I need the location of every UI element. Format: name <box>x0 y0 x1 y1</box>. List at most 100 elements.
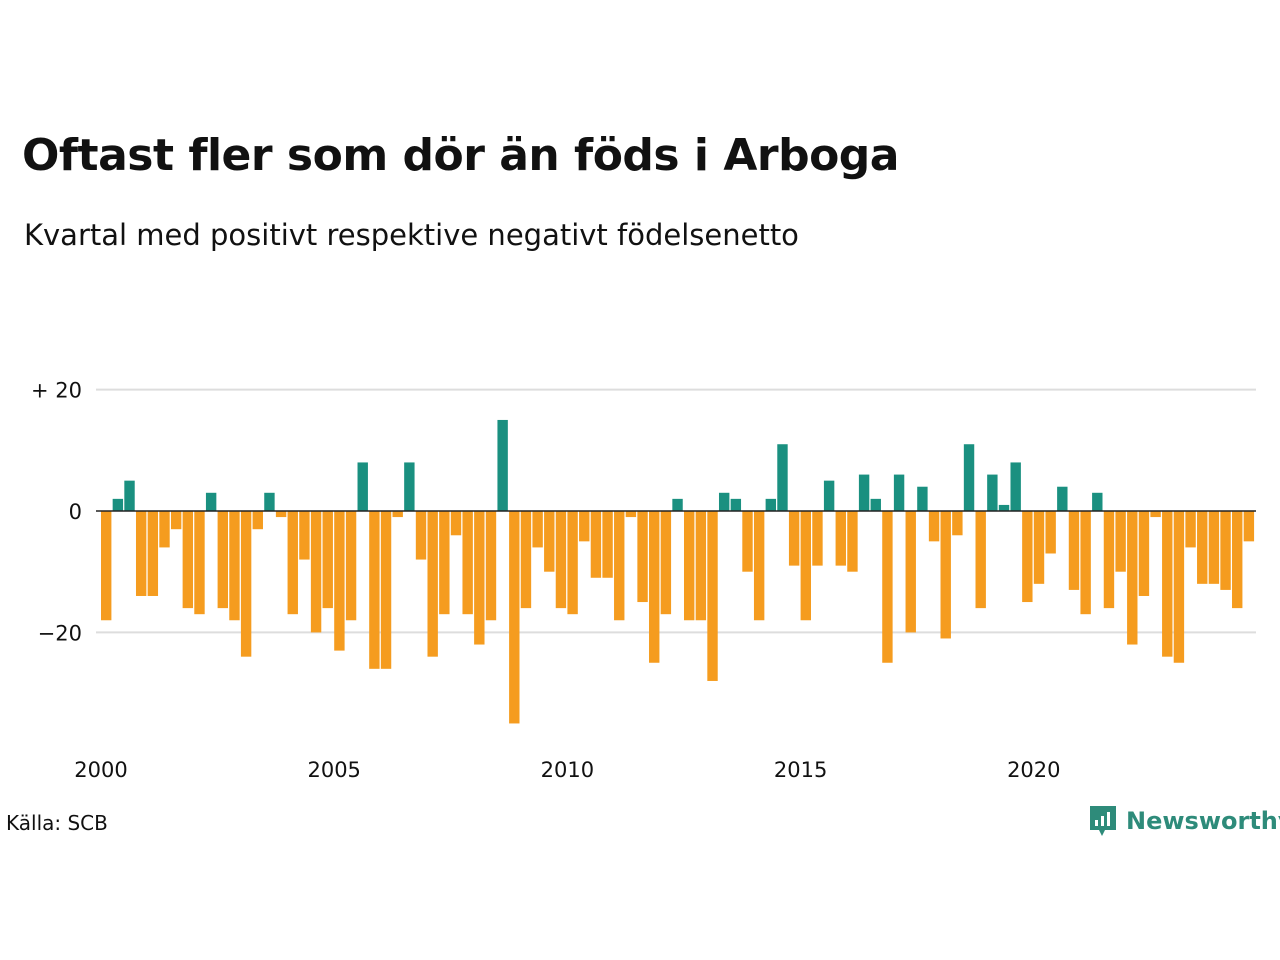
y-tick-labels: + 20 0 −20 <box>31 379 82 646</box>
bar-negative <box>1138 511 1150 596</box>
bar-positive <box>1010 462 1021 511</box>
bar-positive <box>112 498 124 511</box>
bar-negative <box>742 511 753 572</box>
bar-negative <box>1208 511 1220 584</box>
y-tick-label: 0 <box>69 500 82 524</box>
bar-negative <box>322 511 333 609</box>
bar-negative <box>159 511 170 548</box>
bars <box>101 419 1255 724</box>
bar-negative <box>567 511 578 615</box>
bar-negative <box>147 511 159 596</box>
bar-negative <box>544 511 555 572</box>
bar-negative <box>800 511 811 621</box>
bar-negative <box>555 511 567 609</box>
x-tick-label: 2020 <box>1007 758 1060 782</box>
bar-negative <box>1162 511 1173 657</box>
bar-negative <box>380 511 392 669</box>
bar-negative <box>684 511 695 621</box>
source-note: Källa: SCB <box>6 811 108 835</box>
bar-positive <box>357 462 368 511</box>
bar-negative <box>369 511 380 669</box>
x-tick-label: 2010 <box>541 758 594 782</box>
bar-negative <box>392 511 403 518</box>
bar-positive <box>917 486 928 511</box>
bar-positive <box>497 419 508 511</box>
bar-positive <box>870 498 881 511</box>
bar-negative <box>695 511 707 621</box>
bar-negative <box>450 511 462 536</box>
bar-negative <box>474 511 485 645</box>
bar-negative <box>637 511 648 603</box>
bar-negative <box>252 511 263 530</box>
bar-positive <box>1092 492 1103 511</box>
bar-negative <box>334 511 345 651</box>
bar-negative <box>1232 511 1243 609</box>
bar-negative <box>1185 511 1196 548</box>
bar-negative <box>439 511 450 615</box>
bar-negative <box>1033 511 1045 584</box>
chart-title: Oftast fler som dör än föds i Arboga <box>22 130 900 181</box>
bar-positive <box>404 462 415 511</box>
bar-negative <box>229 511 240 621</box>
bar-negative <box>427 511 438 657</box>
bar-positive <box>823 480 835 511</box>
bar-negative <box>287 511 298 615</box>
bar-positive <box>963 444 975 511</box>
bar-negative <box>1150 511 1161 518</box>
bar-negative <box>275 511 287 518</box>
bar-negative <box>1220 511 1231 590</box>
bar-negative <box>1173 511 1185 663</box>
bar-negative <box>1127 511 1138 645</box>
bar-negative <box>952 511 963 536</box>
bar-negative <box>485 511 497 621</box>
bar-negative <box>135 511 147 596</box>
grid-lines <box>96 388 1256 634</box>
bar-negative <box>753 511 765 621</box>
bar-negative <box>415 511 427 560</box>
bar-negative <box>170 511 182 530</box>
x-tick-label: 2000 <box>74 758 127 782</box>
bar-negative <box>1080 511 1091 615</box>
bar-negative <box>602 511 613 578</box>
chart-subtitle: Kvartal med positivt respektive negativt… <box>24 218 799 252</box>
bar-negative <box>217 511 228 609</box>
bar-positive <box>672 498 683 511</box>
bar-negative <box>975 511 986 609</box>
bar-negative <box>707 511 718 681</box>
bar-negative <box>590 511 602 578</box>
brand-logo: Newsworthy <box>1088 804 1280 838</box>
bar-negative <box>812 511 823 566</box>
bar-negative <box>788 511 800 566</box>
newsworthy-logo-icon <box>1090 806 1116 836</box>
bar-negative <box>905 511 916 633</box>
x-tick-labels: 2000 2005 2010 2015 2020 <box>74 758 1060 782</box>
bar-positive <box>998 504 1010 511</box>
bar-negative <box>509 511 520 724</box>
bar-positive <box>893 474 905 511</box>
bar-negative <box>1115 511 1126 572</box>
bar-negative <box>625 511 637 518</box>
bar-negative <box>614 511 625 621</box>
bar-negative <box>660 511 672 615</box>
bar-negative <box>928 511 940 542</box>
x-tick-label: 2015 <box>774 758 827 782</box>
bar-negative <box>835 511 846 566</box>
bar-negative <box>1243 511 1255 542</box>
bar-negative <box>532 511 543 548</box>
bar-negative <box>182 511 194 609</box>
y-tick-label: + 20 <box>31 379 82 403</box>
bar-negative <box>194 511 205 615</box>
bar-negative <box>1045 511 1056 554</box>
bar-negative <box>520 511 532 609</box>
bar-positive <box>205 492 217 511</box>
brand-name: Newsworthy <box>1126 807 1280 835</box>
bar-negative <box>1103 511 1115 609</box>
bar-negative <box>1022 511 1033 603</box>
bar-positive <box>858 474 870 511</box>
bar-negative <box>940 511 951 639</box>
bar-positive <box>1057 486 1068 511</box>
bar-negative <box>579 511 590 542</box>
bar-negative <box>345 511 357 621</box>
bar-positive <box>730 498 742 511</box>
